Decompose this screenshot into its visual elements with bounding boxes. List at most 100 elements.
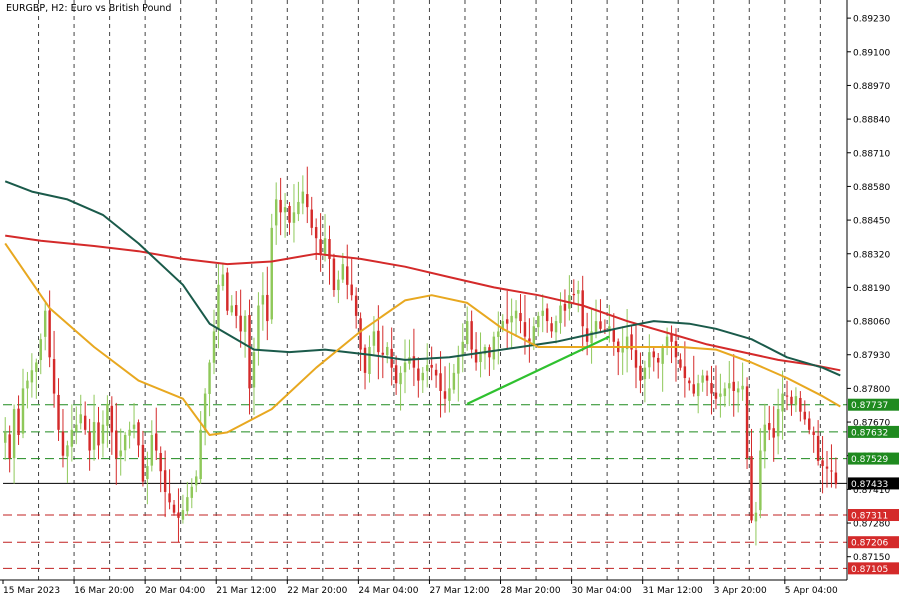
candle-body bbox=[648, 352, 651, 368]
candle-body bbox=[776, 409, 780, 437]
candle-body bbox=[21, 388, 25, 434]
y-tick-label: 0.88450 bbox=[853, 217, 890, 227]
candle-body bbox=[639, 365, 642, 381]
candle-body bbox=[354, 295, 358, 316]
candle-body bbox=[186, 497, 189, 512]
candle-body bbox=[736, 388, 740, 393]
candle-body bbox=[399, 372, 402, 385]
candles bbox=[3, 166, 838, 546]
candle-body bbox=[696, 383, 700, 397]
candle-body bbox=[319, 239, 322, 254]
candle-body bbox=[692, 384, 695, 394]
candle-body bbox=[492, 336, 496, 360]
x-tick-label: 16 Mar 20:00 bbox=[74, 586, 134, 596]
candle-body bbox=[172, 504, 176, 513]
candle-body bbox=[341, 264, 345, 280]
candle-body bbox=[239, 315, 242, 332]
ma-mid-line bbox=[4, 180, 841, 377]
candle-body bbox=[825, 466, 829, 469]
candle-body bbox=[803, 411, 807, 420]
candle-body bbox=[608, 326, 611, 332]
candle-body bbox=[665, 336, 669, 347]
candle-body bbox=[274, 199, 278, 226]
candle-body bbox=[61, 431, 65, 456]
candle-body bbox=[710, 383, 713, 394]
candle-body bbox=[554, 321, 558, 333]
candle-body bbox=[230, 305, 233, 313]
trendline bbox=[466, 335, 610, 405]
candle-body bbox=[119, 450, 122, 457]
candle-body bbox=[350, 284, 353, 296]
candle-body bbox=[368, 346, 371, 375]
x-tick-label: 27 Mar 12:00 bbox=[429, 586, 489, 596]
candle-body bbox=[337, 279, 340, 291]
candle-body bbox=[394, 365, 398, 384]
candle-body bbox=[559, 305, 562, 324]
candle-body bbox=[381, 352, 385, 355]
candle-body bbox=[790, 396, 793, 404]
x-tick-label: 5 Apr 04:00 bbox=[785, 586, 838, 596]
candle-body bbox=[812, 431, 815, 435]
candle-body bbox=[643, 367, 647, 380]
candle-body bbox=[203, 393, 207, 431]
level-label-box bbox=[848, 425, 899, 438]
candle-body bbox=[701, 375, 704, 383]
candle-body bbox=[572, 293, 576, 296]
candle-body bbox=[528, 338, 531, 342]
candle-body bbox=[66, 445, 69, 457]
candle-body bbox=[497, 331, 500, 337]
candle-body bbox=[288, 205, 291, 223]
candle-body bbox=[26, 380, 29, 389]
x-tick-label: 28 Mar 20:00 bbox=[501, 586, 561, 596]
candle-body bbox=[479, 352, 482, 363]
y-tick-label: 0.88580 bbox=[853, 183, 890, 193]
candle-body bbox=[35, 362, 38, 372]
y-tick-label: 0.87150 bbox=[853, 553, 890, 563]
candle-body bbox=[457, 357, 460, 374]
candle-body bbox=[541, 310, 544, 316]
candle-body bbox=[599, 321, 602, 329]
x-tick-label: 31 Mar 12:00 bbox=[643, 586, 703, 596]
candle-body bbox=[12, 409, 16, 459]
candle-body bbox=[128, 429, 131, 436]
y-tick-label: 0.87670 bbox=[853, 419, 890, 429]
candle-body bbox=[448, 388, 451, 401]
candle-body bbox=[79, 414, 82, 424]
candle-body bbox=[88, 432, 91, 451]
candle-body bbox=[421, 372, 425, 381]
level-label: 0.87433 bbox=[851, 480, 888, 490]
candle-body bbox=[830, 470, 833, 472]
level-label: 0.87529 bbox=[851, 455, 888, 465]
candle-body bbox=[550, 323, 553, 332]
candle-body bbox=[106, 403, 109, 426]
candle-body bbox=[132, 424, 136, 429]
level-label-box bbox=[848, 509, 899, 522]
candle-body bbox=[452, 372, 456, 390]
candle-body bbox=[434, 369, 438, 376]
candle-body bbox=[48, 310, 51, 358]
candle-body bbox=[505, 319, 509, 324]
candle-body bbox=[510, 315, 513, 323]
ma-slow-line bbox=[5, 234, 841, 372]
candle-body bbox=[195, 476, 198, 486]
candle-body bbox=[57, 394, 60, 430]
candle-body bbox=[243, 315, 247, 332]
candle-body bbox=[168, 493, 171, 503]
candle-body bbox=[110, 405, 114, 433]
candle-body bbox=[346, 266, 349, 285]
x-tick-label: 3 Apr 20:00 bbox=[714, 586, 767, 596]
candle-body bbox=[283, 207, 287, 213]
level-labels: 0.877370.876320.875290.874330.873110.872… bbox=[848, 398, 899, 575]
candle-body bbox=[412, 356, 416, 368]
candle-body bbox=[483, 346, 487, 355]
candle-body bbox=[292, 212, 296, 223]
candle-body bbox=[159, 452, 162, 472]
candle-body bbox=[75, 424, 78, 432]
level-label: 0.87737 bbox=[851, 401, 888, 411]
candle-body bbox=[30, 370, 34, 383]
candle-body bbox=[332, 258, 336, 290]
candle-body bbox=[323, 238, 327, 255]
candle-body bbox=[754, 512, 758, 522]
